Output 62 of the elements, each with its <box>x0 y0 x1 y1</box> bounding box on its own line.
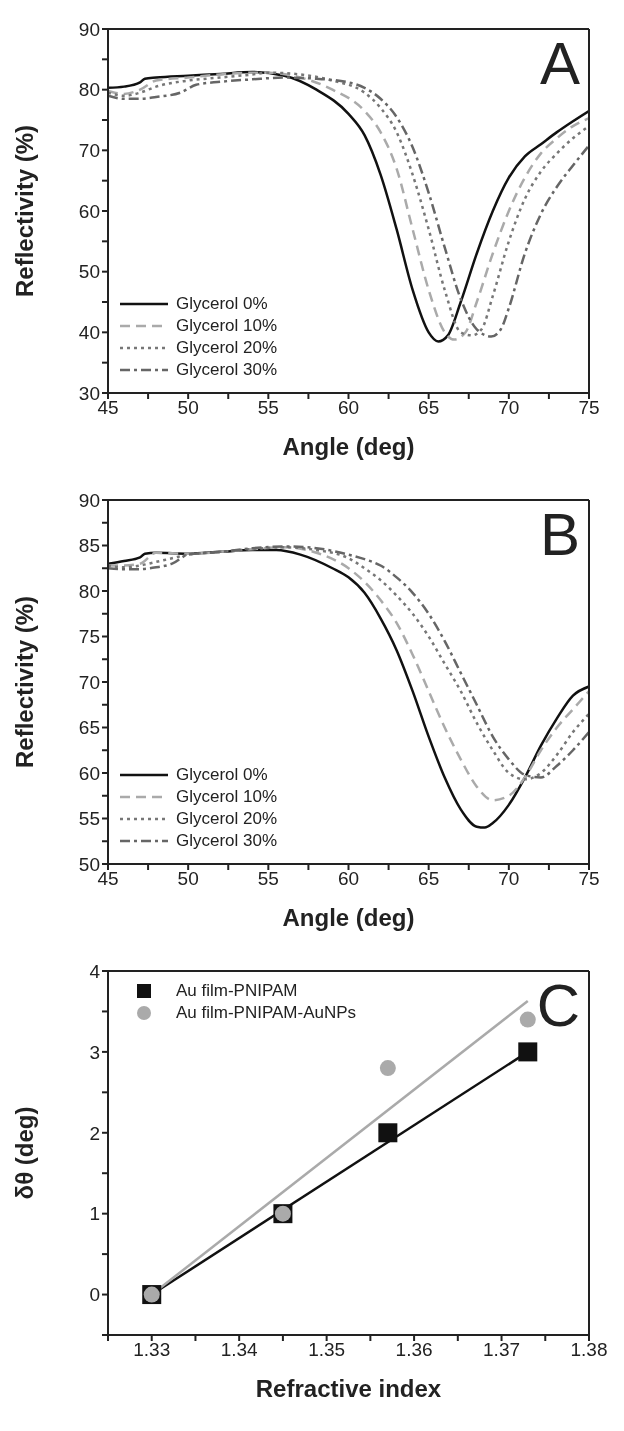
legend-label: Glycerol 0% <box>176 765 268 785</box>
x-tick-label: 1.34 <box>220 1339 259 1361</box>
x-tick-label: 50 <box>177 868 199 890</box>
x-tick-label: 65 <box>418 868 440 890</box>
y-tick-label: 60 <box>78 200 100 222</box>
legend-label: Glycerol 20% <box>176 809 278 829</box>
x-tick-label: 1.36 <box>395 1339 433 1361</box>
legend-label: Au film-PNIPAM <box>176 981 298 1001</box>
y-tick-label: 80 <box>78 79 100 101</box>
x-tick-label: 1.37 <box>483 1339 521 1361</box>
x-tick-label: 60 <box>337 397 360 419</box>
x-tick-label: 75 <box>578 397 600 419</box>
legend-label: Glycerol 10% <box>176 787 278 807</box>
y-tick-label: 55 <box>78 808 100 830</box>
legend-label: Glycerol 0% <box>176 294 268 314</box>
legend-label: Glycerol 10% <box>176 316 278 336</box>
point <box>519 1011 536 1028</box>
y-tick-label: 85 <box>78 535 100 557</box>
point <box>379 1060 396 1077</box>
y-tick-label: 50 <box>78 853 100 875</box>
y-tick-label: 1 <box>89 1203 100 1225</box>
x-axis-title: Angle (deg) <box>282 904 415 931</box>
point <box>518 1042 538 1062</box>
x-tick-label: 70 <box>498 868 520 890</box>
x-tick-label: 1.38 <box>570 1339 608 1361</box>
y-axis-title: Reflectivity (%) <box>10 595 38 769</box>
x-tick-label: 1.35 <box>308 1339 346 1361</box>
x-tick-label: 1.33 <box>133 1339 171 1361</box>
y-tick-label: 30 <box>78 382 100 404</box>
x-tick-label: 60 <box>337 868 360 890</box>
annotation: C <box>536 972 580 1039</box>
y-tick-label: 70 <box>78 140 100 162</box>
y-tick-label: 60 <box>78 762 100 784</box>
x-tick-label: 55 <box>257 868 279 890</box>
y-tick-label: 3 <box>89 1041 100 1063</box>
x-tick-label: 75 <box>578 868 600 890</box>
x-axis-title: Angle (deg) <box>282 433 415 460</box>
x-tick-label: 65 <box>418 397 440 419</box>
y-tick-label: 50 <box>78 261 100 283</box>
y-axis-title: Reflectivity (%) <box>10 124 38 298</box>
y-tick-label: 65 <box>78 717 100 739</box>
y-tick-label: 80 <box>78 580 100 602</box>
y-tick-label: 90 <box>78 489 100 511</box>
x-axis-title: Refractive index <box>255 1375 442 1402</box>
legend-label: Glycerol 20% <box>176 338 278 358</box>
y-tick-label: 90 <box>78 18 100 40</box>
legend-label: Au film-PNIPAM-AuNPs <box>176 1003 357 1023</box>
y-tick-label: 40 <box>78 322 100 344</box>
x-tick-label: 55 <box>257 397 279 419</box>
legend-label: Glycerol 30% <box>176 831 278 851</box>
y-tick-label: 4 <box>89 960 101 982</box>
y-tick-label: 70 <box>78 671 100 693</box>
annotation: A <box>539 30 580 97</box>
y-tick-label: 2 <box>89 1122 100 1144</box>
y-axis-title: δθ (deg) <box>10 1106 38 1200</box>
y-tick-label: 0 <box>89 1284 100 1306</box>
x-tick-label: 50 <box>177 397 199 419</box>
y-tick-label: 75 <box>78 626 100 648</box>
annotation: B <box>539 501 580 568</box>
legend-label: Glycerol 30% <box>176 360 278 380</box>
x-tick-label: 70 <box>498 397 520 419</box>
point <box>378 1123 398 1143</box>
